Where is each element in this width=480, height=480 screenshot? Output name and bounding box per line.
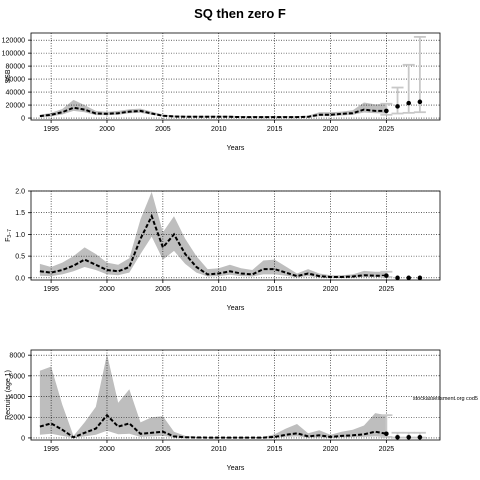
recruits-ytick-label-4: 8000 — [9, 353, 25, 360]
fbar-forecast-point-2028 — [417, 275, 423, 281]
recruits-xtick-label-2020: 2020 — [323, 446, 339, 453]
ssb-estimate-line — [39, 106, 387, 119]
ssb-xtick-label-2020: 2020 — [323, 126, 339, 133]
fbar-x-axis-label: Years — [227, 305, 245, 312]
ssb-band-area — [39, 99, 387, 118]
fbar-forecast-point-2026 — [395, 275, 400, 281]
recruits-plot-frame — [30, 349, 441, 441]
ssb-forecast — [380, 35, 426, 116]
fbar-confidence-band — [39, 191, 387, 278]
recruits-forecast-point-2028 — [417, 435, 423, 440]
ssb-x-axis: 1995 2000 2005 2010 2015 2020 2025 — [43, 120, 394, 133]
ssb-panel: 1995 2000 2005 2010 2015 2020 2025 0 20000 40000… — [2, 32, 441, 152]
recruits-x-axis: 1995 2000 2005 2010 2015 2020 2025 — [43, 440, 394, 453]
fbar-y-axis: 0.0 0.5 1.0 1.5 2.0 — [15, 189, 31, 282]
fbar-band-area — [39, 191, 387, 278]
ssb-ytick-label-1: 20000 — [6, 103, 26, 110]
recruits-xtick-label-2015: 2015 — [267, 446, 283, 453]
recruits-xtick-label-2000: 2000 — [99, 446, 115, 453]
recruits-ytick-label-0: 0 — [21, 435, 25, 442]
recruits-forecast-point-2026 — [395, 435, 400, 440]
ssb-grid — [31, 33, 440, 120]
ssb-ytick-label-4: 80000 — [6, 64, 26, 71]
recruits-ytick-label-2: 4000 — [9, 394, 25, 401]
ssb-xtick-label-2000: 2000 — [99, 126, 115, 133]
ssb-plot-frame — [30, 32, 441, 121]
ssb-forecast-point-2025 — [384, 108, 389, 114]
ssb-y-axis: 0 20000 40000 60000 80000 100000 120000 — [2, 38, 31, 123]
recruits-forecast-point-2027 — [406, 435, 412, 440]
ssb-confidence-band — [39, 99, 387, 118]
fbar-forecast-point-2025 — [384, 273, 389, 278]
ssb-xtick-label-2005: 2005 — [155, 126, 171, 133]
ssb-x-axis-label: Years — [227, 145, 245, 152]
fbar-panel: 1995 2000 2005 2010 2015 2020 2025 0.0 0.5 1.0 1.… — [5, 189, 441, 312]
recruits-forecast-point-2025 — [384, 431, 389, 437]
fbar-ytick-label-4: 2.0 — [15, 189, 25, 196]
ssb-ytick-label-2: 40000 — [6, 90, 26, 97]
fbar-forecast-point-2027 — [406, 275, 412, 281]
recruits-ytick-label-1: 2000 — [9, 415, 25, 422]
recruits-estimate-line — [39, 413, 387, 439]
fbar-series — [39, 213, 387, 278]
fbar-x-axis: 1995 2000 2005 2010 2015 2020 2025 — [43, 280, 394, 293]
fbar-xtick-label-2025: 2025 — [379, 286, 395, 293]
source-footnote: stockassessment.org cod5 — [413, 396, 478, 402]
ssb-xtick-label-2010: 2010 — [211, 126, 227, 133]
figure-title: SQ then zero F — [194, 6, 286, 21]
recruits-series — [39, 413, 387, 439]
recruits-xtick-label-2010: 2010 — [211, 446, 227, 453]
fbar-xtick-label-2020: 2020 — [323, 286, 339, 293]
ssb-ytick-label-3: 60000 — [6, 77, 26, 84]
fbar-forecast — [380, 270, 423, 281]
recruits-y-axis-label: Recruits (age 1) — [5, 370, 12, 420]
ssb-ytick-label-0: 0 — [21, 116, 25, 123]
recruits-xtick-label-2025: 2025 — [379, 446, 395, 453]
ssb-forecast-point-2028 — [417, 99, 423, 105]
ssb-forecast-point-2027 — [406, 100, 412, 106]
fbar-ytick-label-0: 0.0 — [15, 275, 25, 282]
recruits-confidence-band — [39, 354, 387, 438]
recruits-ytick-label-3: 6000 — [9, 373, 25, 380]
recruits-forecast — [380, 414, 426, 440]
fbar-xtick-label-1995: 1995 — [43, 286, 59, 293]
ssb-forecast-point-2026 — [395, 104, 400, 109]
fbar-y-axis-label: F3−7 — [5, 229, 13, 242]
ssb-ytick-label-5: 100000 — [2, 51, 25, 58]
ssb-series — [39, 106, 387, 119]
recruits-band-area — [39, 354, 387, 438]
recruits-panel: 1995 2000 2005 2010 2015 2020 2025 0 2000 4000 60… — [5, 349, 441, 472]
fbar-y-axis-label-sub: 3−7 — [7, 229, 13, 238]
ssb-xtick-label-1995: 1995 — [43, 126, 59, 133]
ssb-y-axis-label: SSB — [5, 69, 12, 83]
fbar-plot-frame — [30, 190, 441, 281]
ssb-xtick-label-2025: 2025 — [379, 126, 395, 133]
recruits-x-axis-label: Years — [227, 465, 245, 472]
fbar-xtick-label-2005: 2005 — [155, 286, 171, 293]
fbar-xtick-label-2000: 2000 — [99, 286, 115, 293]
ssb-xtick-label-2015: 2015 — [267, 126, 283, 133]
recruits-xtick-label-2005: 2005 — [155, 446, 171, 453]
recruits-xtick-label-1995: 1995 — [43, 446, 59, 453]
fbar-estimate-line — [39, 213, 387, 278]
fbar-ytick-label-2: 1.0 — [15, 232, 25, 239]
fbar-xtick-label-2010: 2010 — [211, 286, 227, 293]
ssb-ytick-label-6: 120000 — [2, 38, 25, 45]
fbar-xtick-label-2015: 2015 — [267, 286, 283, 293]
fbar-ytick-label-1: 0.5 — [15, 254, 25, 261]
fbar-y-axis-label-main: F — [5, 238, 12, 242]
fbar-ytick-label-3: 1.5 — [15, 210, 25, 217]
recruits-y-axis: 0 2000 4000 6000 8000 — [9, 353, 31, 442]
